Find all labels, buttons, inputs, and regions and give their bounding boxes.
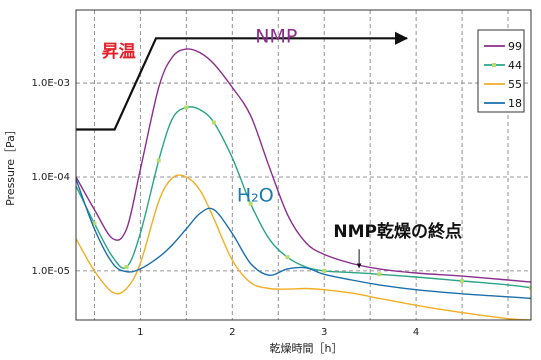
series-line-44 <box>76 106 531 289</box>
x-axis-title: 乾燥時間［h］ <box>270 342 343 355</box>
series-line-18 <box>76 178 531 300</box>
legend-label-18: 18 <box>508 97 522 110</box>
legend: 99 44 55 18 <box>477 29 525 113</box>
data-point-44 <box>124 265 129 270</box>
data-point-44 <box>92 221 97 226</box>
annotation-red: 昇温 <box>102 42 136 62</box>
data-point-44 <box>377 272 382 277</box>
data-point-44 <box>529 285 531 290</box>
x-tick-label: 4 <box>413 327 419 338</box>
legend-label-55: 55 <box>508 78 522 91</box>
plot-frame <box>75 9 532 321</box>
series-line-55 <box>76 174 531 320</box>
x-tick-label: 2 <box>229 327 235 338</box>
x-tick-label: 3 <box>321 327 327 338</box>
legend-label-99: 99 <box>508 40 522 53</box>
plot-background <box>76 10 531 320</box>
legend-label-44: 44 <box>508 59 522 72</box>
data-point-44 <box>322 268 327 273</box>
series-layer <box>76 48 531 320</box>
temperature-profile-line <box>76 31 409 131</box>
data-point-44 <box>248 201 253 206</box>
x-tick-label: 1 <box>137 327 143 338</box>
data-point-44 <box>156 158 161 163</box>
annotation-purple: NMP <box>255 26 297 48</box>
series-line-99 <box>76 48 531 283</box>
y-tick-label: 1.0E-03 <box>31 78 70 89</box>
data-point-44 <box>184 105 189 110</box>
annotations: 昇温 NMP H₂O NMP乾燥の終点 <box>102 26 462 269</box>
legend-marker-44 <box>492 63 496 67</box>
data-point-44 <box>460 279 465 284</box>
tick-labels: 1 2 3 4 1.0E-05 1.0E-04 1.0E-03 <box>31 78 419 338</box>
y-axis-title: Pressure［Pa］ <box>4 124 17 206</box>
data-point-44 <box>285 255 290 260</box>
y-tick-label: 1.0E-04 <box>31 172 70 183</box>
data-point-44 <box>211 120 216 125</box>
y-tick-label: 1.0E-05 <box>31 266 70 277</box>
annotation-black: NMP乾燥の終点 <box>333 221 462 242</box>
legend-box <box>477 29 525 113</box>
temperature-profile <box>76 31 409 131</box>
annotation-blue: H₂O <box>237 184 274 206</box>
